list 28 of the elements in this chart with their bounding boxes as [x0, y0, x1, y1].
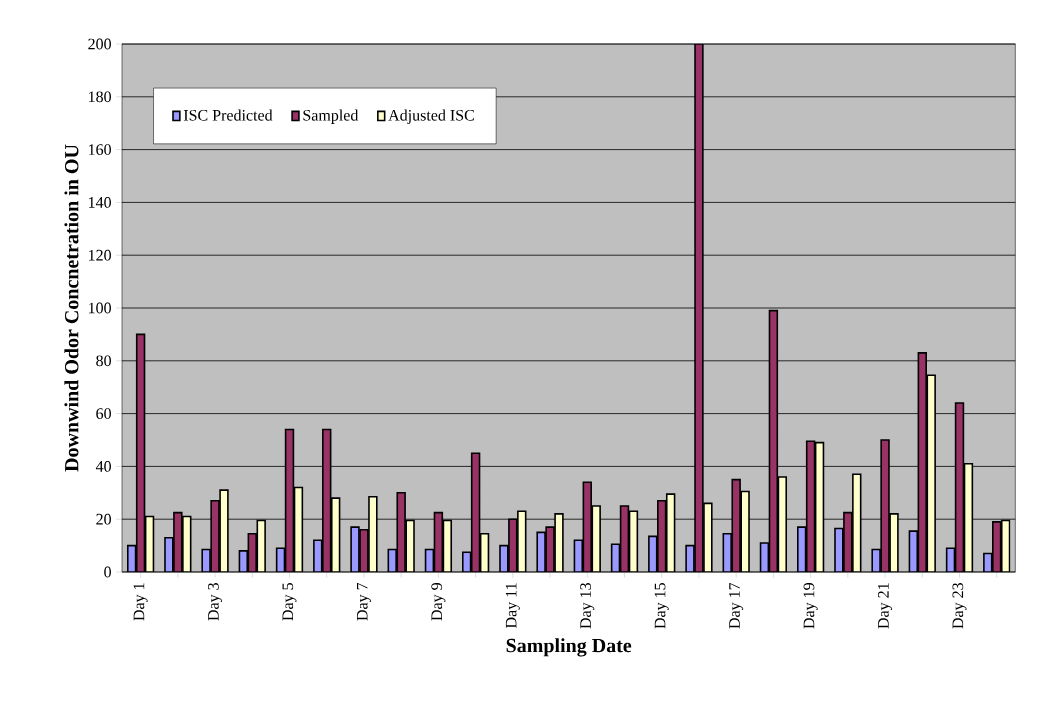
- legend-label: ISC Predicted: [183, 109, 273, 121]
- x-tick-label: Day 5: [282, 583, 297, 621]
- y-tick-label: 20: [96, 513, 111, 525]
- legend-label: Adjusted ISC: [388, 109, 474, 124]
- y-axis-title: Downwind Odor Concnetration in OU: [64, 144, 79, 472]
- x-tick-label: Day 23: [952, 583, 967, 629]
- y-tick-label: 40: [95, 461, 111, 472]
- x-tick-label: Day 1: [133, 583, 148, 621]
- y-tick-label: 60: [96, 408, 111, 419]
- y-tick-label: 120: [89, 249, 111, 261]
- x-tick-label: Day 21: [878, 583, 893, 629]
- y-tick-label: 180: [89, 91, 111, 103]
- x-tick-label: Day 13: [580, 583, 595, 629]
- y-tick-label: 200: [88, 38, 111, 50]
- legend-label: Sampled: [303, 109, 359, 124]
- y-tick-label: 0: [104, 566, 111, 578]
- x-tick-label: Day 11: [505, 583, 520, 629]
- x-tick-label: Day 19: [803, 583, 818, 629]
- x-axis-title: Sampling Date: [506, 638, 632, 657]
- y-tick-label: 80: [96, 355, 111, 367]
- x-tick-label: Day 15: [654, 583, 669, 629]
- x-tick-label: Day 9: [431, 583, 446, 621]
- x-tick-label: Day 17: [729, 582, 744, 629]
- x-tick-label: Day 7: [356, 582, 371, 621]
- y-tick-label: 160: [89, 144, 111, 155]
- y-tick-label: 140: [89, 197, 111, 208]
- y-tick-label: 100: [89, 302, 111, 314]
- x-tick-label: Day 3: [208, 583, 223, 621]
